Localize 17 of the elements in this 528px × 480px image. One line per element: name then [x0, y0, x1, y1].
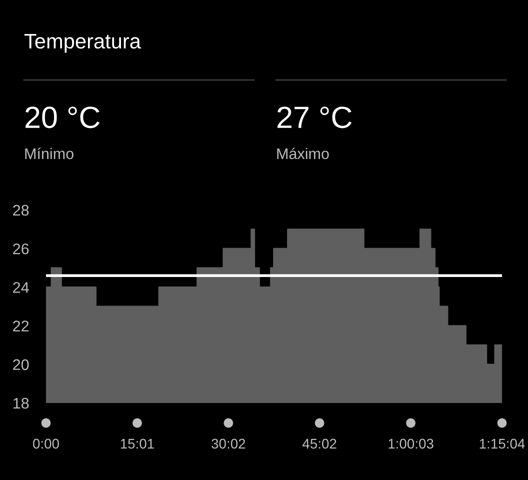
text: 20 °C: [26, 106, 100, 128]
chart-title: Temperatura: [24, 34, 141, 53]
x-tick-label: 1:15:04: [480, 438, 525, 449]
text: 27 °C: [278, 106, 352, 128]
x-tick-label: 15:01: [120, 438, 154, 449]
y-tick-label: 18: [14, 398, 29, 409]
y-tick-label: 22: [13, 320, 29, 332]
y-tick-label: 20: [13, 359, 29, 370]
text: Máximo: [277, 148, 329, 160]
x-tick-label: 0:00: [33, 438, 59, 449]
x-tick-label: 1:00:03: [388, 438, 434, 449]
y-tick-label: 24: [13, 282, 29, 293]
y-tick-label: 28: [13, 204, 29, 216]
x-tick-label: 45:02: [302, 438, 336, 449]
y-tick-label: 26: [13, 243, 29, 254]
x-tick-label: 30:02: [212, 438, 246, 449]
text: Mínimo: [25, 148, 74, 160]
